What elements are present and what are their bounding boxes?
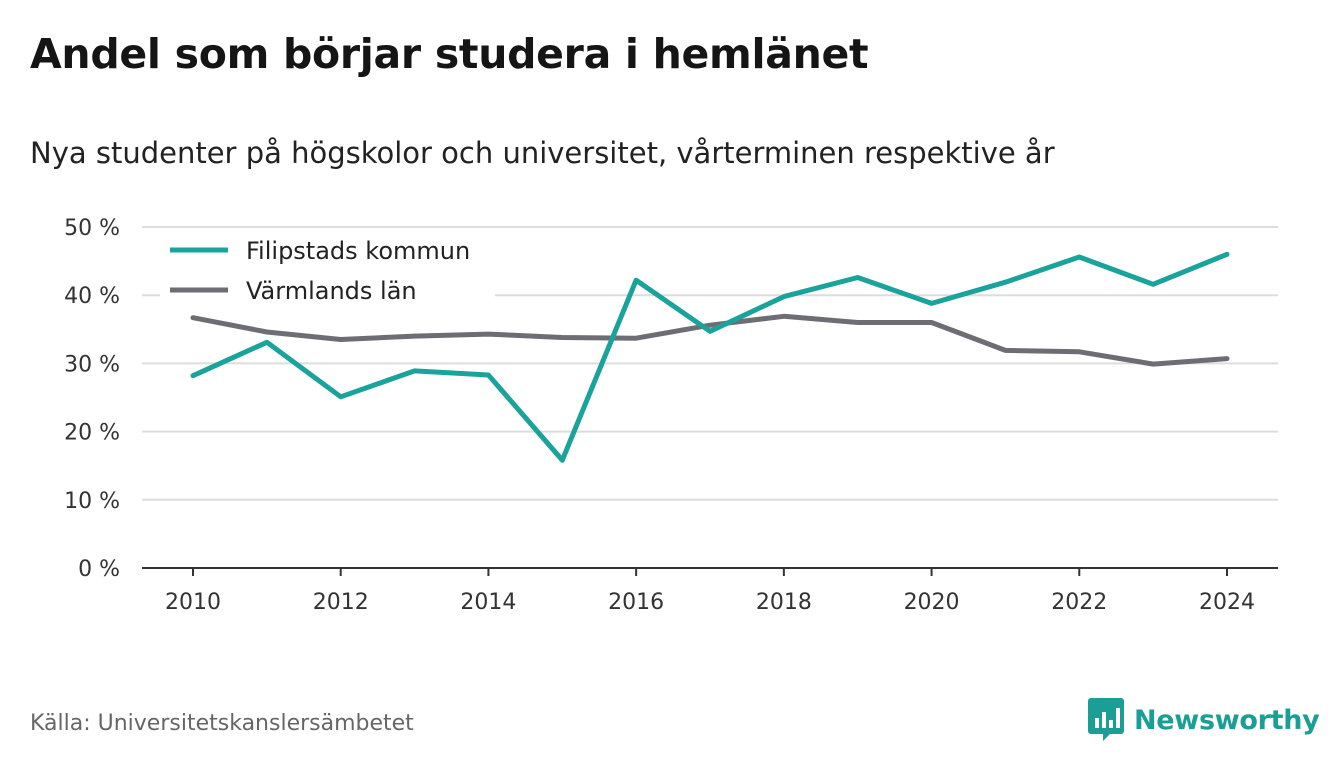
line-chart: 0 % 10 % 20 % 30 % 40 % 50 % 2010 2012 2014 2016 2… <box>64 216 1278 615</box>
y-tick-label: 10 % <box>64 489 120 514</box>
x-tick-label: 2012 <box>313 590 369 615</box>
y-tick-label: 50 % <box>64 216 120 241</box>
source-note: Källa: Universitetskanslersämbetet <box>30 711 414 736</box>
chart-title: Andel som börjar studera i hemlänet <box>30 30 869 78</box>
x-tick-label: 2020 <box>904 590 960 615</box>
legend-background <box>160 228 495 308</box>
x-tick-label: 2022 <box>1051 590 1107 615</box>
brand-logo: Newsworthy <box>1088 698 1320 742</box>
x-tick-label: 2016 <box>608 590 664 615</box>
chart-subtitle: Nya studenter på högskolor och universit… <box>30 136 1055 170</box>
y-tick-label: 20 % <box>64 421 120 446</box>
y-tick-label: 40 % <box>64 284 120 309</box>
legend-label: Filipstads kommun <box>246 237 470 265</box>
legend-label: Värmlands län <box>246 277 417 305</box>
series-line-varmland <box>190 313 1230 367</box>
x-tick-label: 2018 <box>756 590 812 615</box>
y-tick-label: 30 % <box>64 352 120 377</box>
x-tick-label: 2024 <box>1199 590 1255 615</box>
y-tick-label: 0 % <box>78 557 120 582</box>
legend: Filipstads kommun Värmlands län <box>160 228 495 308</box>
axes: 0 % 10 % 20 % 30 % 40 % 50 % 2010 2012 2014 2016 2… <box>64 216 1278 615</box>
x-tick-label: 2010 <box>165 590 221 615</box>
x-tick-label: 2014 <box>460 590 516 615</box>
series-line-filipstad <box>190 251 1230 463</box>
newsworthy-logo-icon <box>1088 698 1124 741</box>
series <box>190 251 1230 463</box>
brand-name: Newsworthy <box>1134 704 1320 736</box>
